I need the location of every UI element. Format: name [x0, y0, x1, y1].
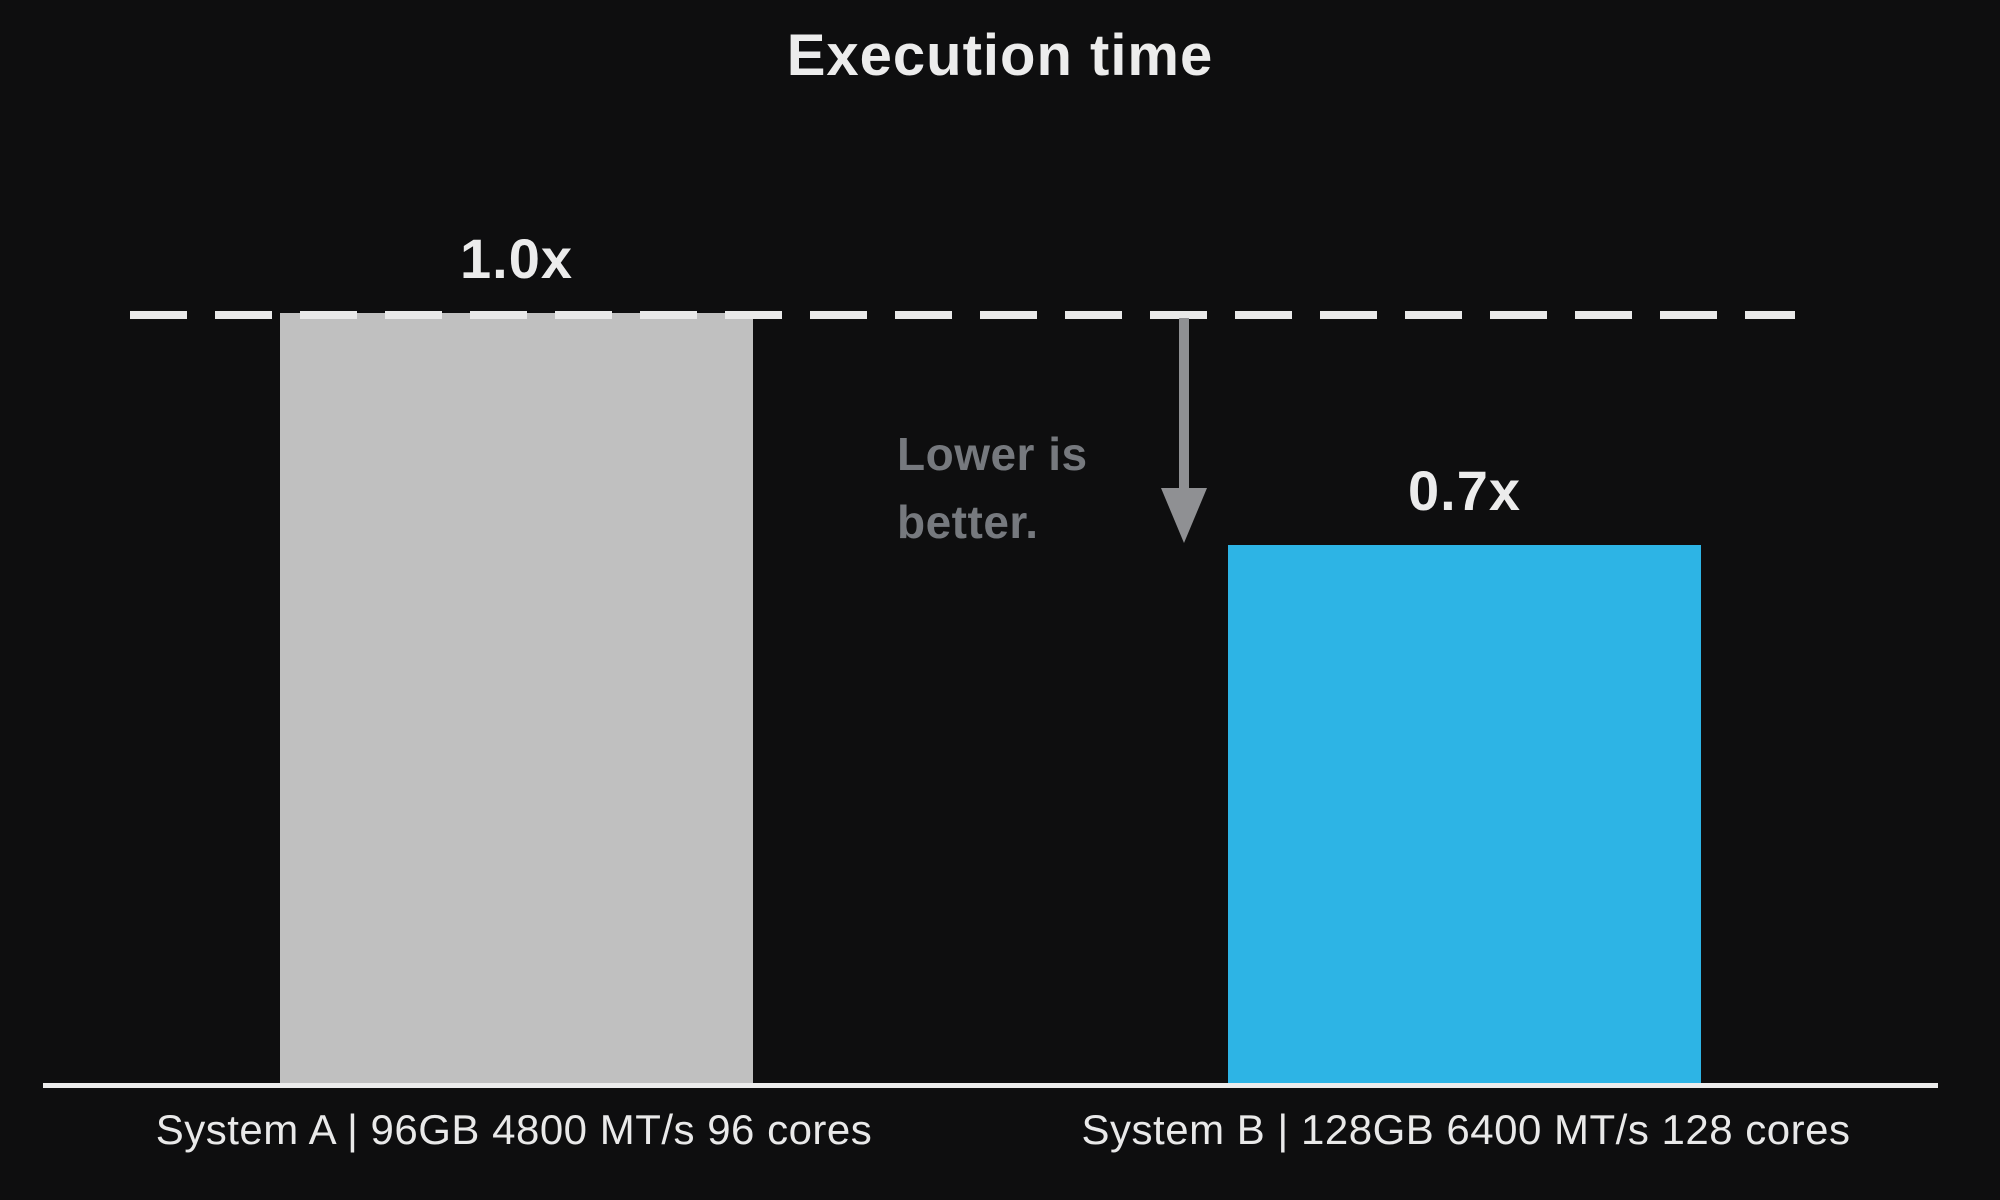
chart-title: Execution time — [786, 23, 1214, 88]
bar-column-system-b: 0.7x — [1228, 458, 1701, 1085]
bar-system-b — [1228, 545, 1701, 1085]
value-label-system-b: 0.7x — [1408, 459, 1521, 522]
bar-column-system-a: 1.0x — [280, 226, 753, 1085]
annotation-line-2: better. — [897, 496, 1039, 548]
x-label-system-b: System B | 128GB 6400 MT/s 128 cores — [1081, 1106, 1851, 1153]
lower-is-better-note: Lower is better. — [897, 420, 1088, 556]
down-arrow-icon — [1161, 318, 1207, 543]
bar-system-a — [280, 313, 753, 1085]
arrow-shaft — [1179, 318, 1189, 492]
x-axis-line — [43, 1083, 1938, 1088]
annotation-line-1: Lower is — [897, 428, 1088, 480]
baseline-dashed-line — [130, 311, 1795, 319]
x-label-system-a: System A | 96GB 4800 MT/s 96 cores — [155, 1106, 873, 1153]
arrow-head — [1161, 488, 1207, 543]
value-label-system-a: 1.0x — [460, 227, 573, 290]
